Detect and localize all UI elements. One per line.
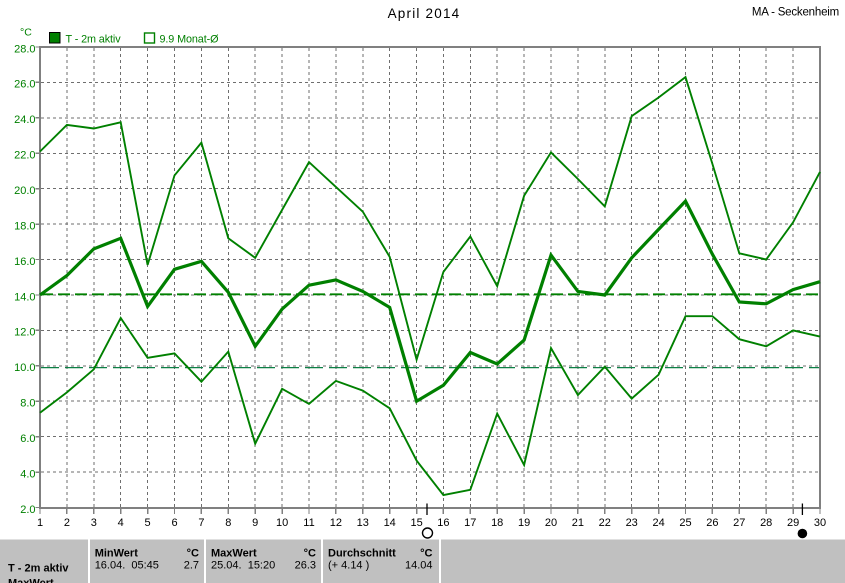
svg-text:21: 21 <box>572 517 584 529</box>
svg-text:20.0: 20.0 <box>14 185 35 197</box>
svg-text:14.0: 14.0 <box>14 291 35 303</box>
svg-text:23: 23 <box>626 517 638 529</box>
svg-text:24: 24 <box>652 517 664 529</box>
svg-text:26.0: 26.0 <box>14 79 35 91</box>
svg-text:2.0: 2.0 <box>20 504 35 516</box>
svg-text:6: 6 <box>171 517 177 529</box>
svg-text:25.04. 15:20: 25.04. 15:20 <box>211 560 275 572</box>
svg-text:MinWert: MinWert <box>95 547 139 559</box>
svg-text:26: 26 <box>706 517 718 529</box>
svg-text:22: 22 <box>599 517 611 529</box>
svg-text:12: 12 <box>330 517 342 529</box>
svg-text:Durchschnitt: Durchschnitt <box>328 547 396 559</box>
svg-text:27: 27 <box>733 517 745 529</box>
svg-text:14.04: 14.04 <box>405 560 433 572</box>
svg-text:16: 16 <box>437 517 449 529</box>
svg-text:20: 20 <box>545 517 557 529</box>
svg-text:T - 2m aktiv: T - 2m aktiv <box>8 563 69 575</box>
svg-text:16.0: 16.0 <box>14 256 35 268</box>
svg-text:18.0: 18.0 <box>14 220 35 232</box>
svg-text:3: 3 <box>91 517 97 529</box>
svg-text:8: 8 <box>225 517 231 529</box>
svg-text:10.0: 10.0 <box>14 362 35 374</box>
svg-text:MaxWert: MaxWert <box>8 578 54 583</box>
svg-text:April 2014: April 2014 <box>388 6 461 21</box>
svg-text:(+ 4.14 ): (+ 4.14 ) <box>328 560 369 572</box>
svg-text:°C: °C <box>20 27 32 39</box>
svg-text:24.0: 24.0 <box>14 114 35 126</box>
svg-text:4.0: 4.0 <box>20 468 35 480</box>
svg-text:14: 14 <box>384 517 396 529</box>
svg-text:2.7: 2.7 <box>184 560 199 572</box>
svg-text:16.04. 05:45: 16.04. 05:45 <box>95 560 159 572</box>
svg-text:5: 5 <box>145 517 151 529</box>
svg-text:18: 18 <box>491 517 503 529</box>
svg-text:MA - Seckenheim: MA - Seckenheim <box>752 7 839 19</box>
svg-text:26.3: 26.3 <box>295 560 316 572</box>
svg-text:1: 1 <box>37 517 43 529</box>
svg-text:29: 29 <box>787 517 799 529</box>
svg-text:19: 19 <box>518 517 530 529</box>
svg-text:9: 9 <box>252 517 258 529</box>
svg-text:15: 15 <box>410 517 422 529</box>
svg-text:4: 4 <box>118 517 124 529</box>
svg-text:10: 10 <box>276 517 288 529</box>
svg-text:2: 2 <box>64 517 70 529</box>
svg-text:11: 11 <box>303 517 314 529</box>
svg-text:°C: °C <box>187 547 199 559</box>
svg-text:°C: °C <box>420 547 432 559</box>
svg-text:°C: °C <box>304 547 316 559</box>
svg-text:6.0: 6.0 <box>20 433 35 445</box>
svg-text:17: 17 <box>464 517 476 529</box>
svg-text:8.0: 8.0 <box>20 398 35 410</box>
svg-text:22.0: 22.0 <box>14 150 35 162</box>
svg-text:T - 2m aktiv: T - 2m aktiv <box>66 34 122 46</box>
svg-text:30: 30 <box>814 517 826 529</box>
svg-text:12.0: 12.0 <box>14 327 35 339</box>
svg-text:13: 13 <box>357 517 369 529</box>
svg-text:25: 25 <box>679 517 691 529</box>
svg-text:28: 28 <box>760 517 772 529</box>
svg-text:9.9 Monat-Ø: 9.9 Monat-Ø <box>160 34 220 46</box>
svg-text:28.0: 28.0 <box>14 43 35 55</box>
svg-text:7: 7 <box>198 517 204 529</box>
svg-text:MaxWert: MaxWert <box>211 547 257 559</box>
